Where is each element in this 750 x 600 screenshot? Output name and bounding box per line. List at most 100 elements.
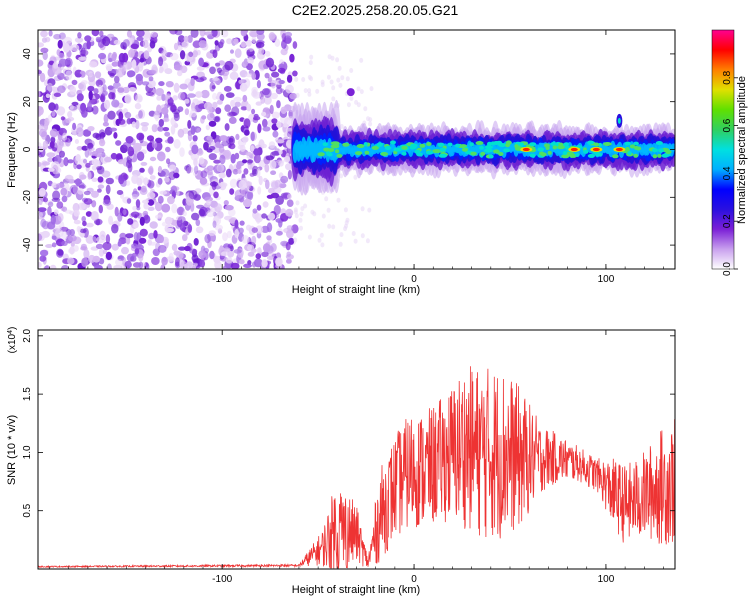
noise-blob [199, 30, 206, 37]
noise-blob [111, 243, 119, 251]
noise-blob [179, 147, 185, 158]
noise-blob [183, 35, 189, 43]
noise-blob [242, 94, 248, 103]
noise-blob [91, 200, 97, 208]
noise-blob [209, 250, 215, 260]
noise-blob [117, 212, 123, 222]
signal-peak [570, 147, 578, 152]
signal-highlight [505, 140, 512, 145]
noise-blob [67, 111, 73, 118]
noise-blob [204, 196, 214, 202]
noise-blob [339, 124, 344, 129]
noise-blob [294, 213, 299, 219]
noise-blob [275, 86, 283, 95]
noise-blob [279, 182, 287, 189]
noise-blob [51, 147, 58, 152]
noise-blob [97, 84, 103, 94]
noise-blob [101, 170, 111, 178]
signal-highlight [593, 142, 600, 147]
noise-blob [226, 230, 232, 239]
noise-blob [368, 121, 373, 127]
noise-blob [213, 116, 220, 122]
noise-blob [331, 224, 336, 230]
noise-blob [206, 112, 215, 121]
noise-blob [200, 89, 210, 99]
noise-blob [351, 231, 356, 236]
noise-blob [41, 230, 50, 238]
noise-blob [47, 114, 53, 123]
noise-blob [270, 170, 277, 175]
noise-blob [209, 181, 219, 187]
noise-blob [281, 39, 287, 50]
noise-blob [280, 106, 287, 115]
noise-blob [184, 108, 190, 116]
noise-blob [276, 100, 281, 109]
noise-blob [239, 144, 246, 152]
noise-blob [260, 96, 266, 104]
noise-blob [142, 39, 149, 49]
noise-blob [105, 234, 111, 244]
noise-blob [195, 226, 204, 234]
noise-blob [327, 223, 332, 229]
noise-blob [299, 225, 303, 231]
noise-blob [136, 36, 144, 41]
noise-blob [359, 89, 364, 95]
noise-blob [50, 214, 56, 225]
signal-highlight [624, 141, 631, 146]
noise-blob [233, 96, 242, 103]
noise-blob [292, 70, 298, 77]
signal-highlight [529, 153, 536, 158]
noise-blob [257, 123, 262, 134]
colorbar-tick-label: 0.8 [722, 70, 733, 84]
noise-blob [125, 236, 131, 245]
noise-blob [158, 119, 164, 127]
noise-blob [166, 158, 171, 165]
noise-blob [72, 122, 77, 131]
noise-blob [38, 59, 44, 67]
noise-blob [76, 93, 84, 102]
noise-blob [359, 57, 364, 63]
noise-blob [249, 172, 255, 177]
noise-blob [291, 224, 299, 234]
noise-blob [276, 121, 282, 129]
noise-blob [79, 203, 88, 210]
noise-blob [269, 104, 274, 115]
noise-blob [124, 260, 132, 269]
noise-blob [38, 42, 44, 48]
signal-highlight [498, 152, 504, 156]
signal-highlight [514, 144, 519, 149]
noise-blob [149, 156, 157, 162]
noise-blob [144, 33, 153, 38]
noise-blob [94, 71, 102, 79]
noise-blob [155, 88, 164, 96]
noise-blob [131, 243, 139, 249]
noise-blob [135, 93, 143, 103]
noise-blob [240, 41, 247, 48]
signal-highlight [479, 145, 484, 150]
noise-blob [63, 43, 70, 53]
noise-blob [267, 77, 272, 83]
noise-blob [213, 191, 219, 199]
noise-blob [141, 125, 148, 132]
noise-blob [177, 70, 183, 77]
signal-peak [615, 147, 623, 152]
noise-blob [209, 66, 216, 75]
noise-blob [136, 151, 145, 161]
noise-blob [264, 163, 270, 173]
x-tick-label: 0 [411, 274, 417, 285]
noise-blob [283, 227, 292, 234]
noise-blob [87, 126, 95, 132]
noise-blob [247, 251, 255, 257]
snr-series-line [38, 366, 675, 569]
noise-blob [252, 91, 261, 99]
noise-blob [139, 216, 145, 226]
noise-blob [177, 92, 186, 101]
noise-blob [326, 207, 331, 213]
signal-highlight [363, 142, 368, 147]
noise-blob [192, 135, 198, 142]
noise-blob [218, 145, 225, 154]
noise-blob [180, 65, 188, 74]
noise-blob [105, 251, 112, 261]
noise-blob [188, 190, 198, 200]
noise-blob [122, 39, 130, 47]
